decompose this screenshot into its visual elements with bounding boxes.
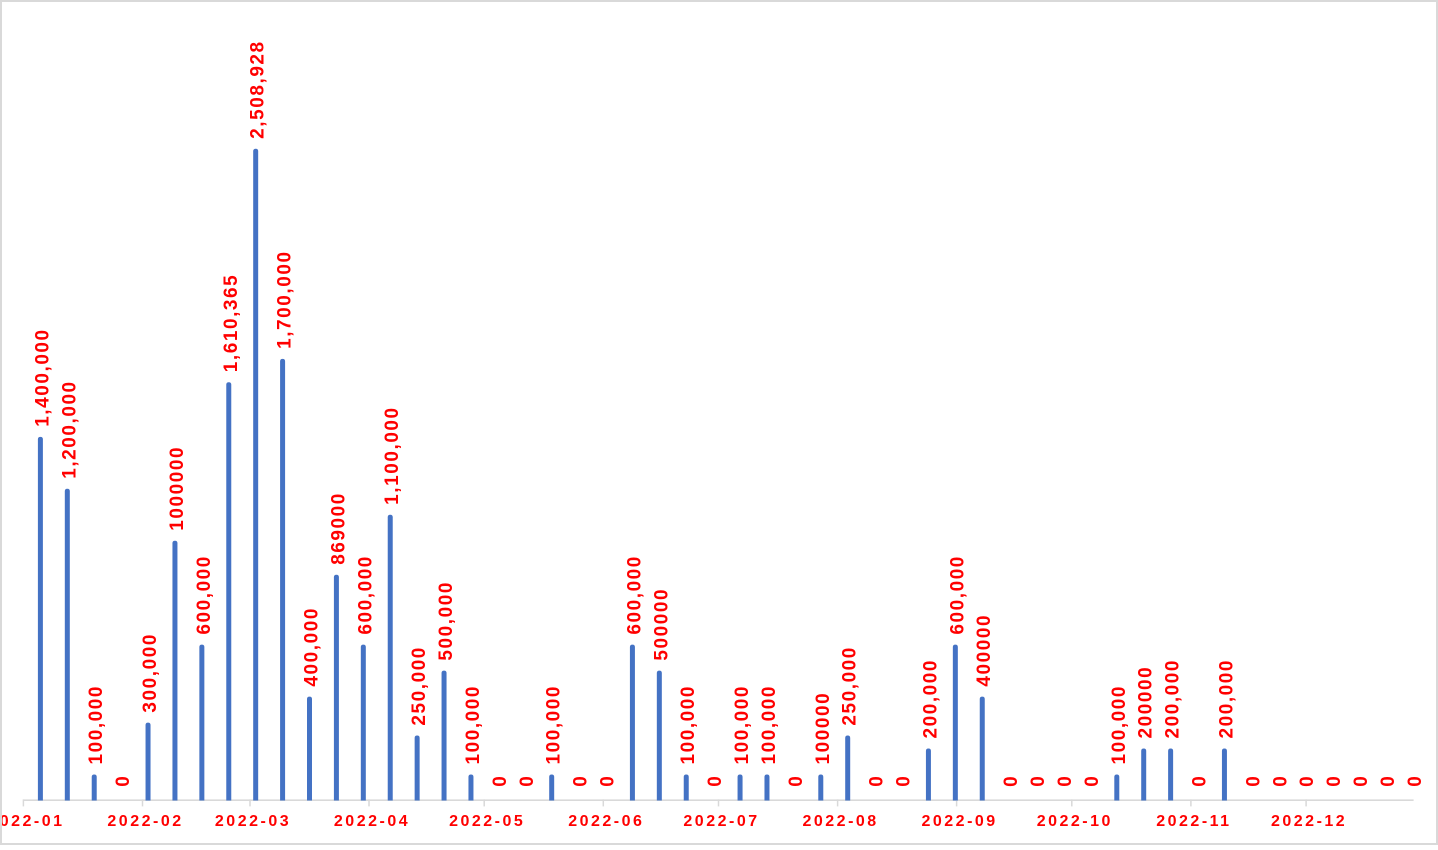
svg-text:0: 0 xyxy=(571,775,592,787)
svg-text:100,000: 100,000 xyxy=(86,685,107,765)
svg-text:1,610,365: 1,610,365 xyxy=(221,274,242,372)
svg-text:2022-04: 2022-04 xyxy=(334,813,410,830)
svg-text:2022-10: 2022-10 xyxy=(1037,813,1113,830)
svg-text:2022-08: 2022-08 xyxy=(802,813,878,830)
svg-text:0: 0 xyxy=(867,775,888,787)
svg-text:0: 0 xyxy=(1190,775,1211,787)
svg-text:0: 0 xyxy=(113,775,134,787)
svg-text:0: 0 xyxy=(1270,775,1291,787)
svg-text:600,000: 600,000 xyxy=(355,555,376,635)
svg-text:0: 0 xyxy=(1378,775,1399,787)
svg-text:2,508,928: 2,508,928 xyxy=(248,40,269,138)
svg-text:0: 0 xyxy=(517,775,538,787)
svg-text:1,200,000: 1,200,000 xyxy=(59,380,80,478)
svg-text:1,400,000: 1,400,000 xyxy=(32,328,53,426)
svg-text:0: 0 xyxy=(1028,775,1049,787)
svg-text:100,000: 100,000 xyxy=(1109,685,1130,765)
svg-text:400000: 400000 xyxy=(974,614,995,687)
svg-text:2022-09: 2022-09 xyxy=(921,813,997,830)
svg-text:1000000: 1000000 xyxy=(167,446,188,531)
svg-text:100,000: 100,000 xyxy=(732,685,753,765)
svg-text:0: 0 xyxy=(1082,775,1103,787)
svg-text:1,700,000: 1,700,000 xyxy=(275,250,296,348)
svg-text:0: 0 xyxy=(1324,775,1345,787)
svg-text:0: 0 xyxy=(786,775,807,787)
svg-text:400,000: 400,000 xyxy=(302,607,323,687)
svg-text:0: 0 xyxy=(1297,775,1318,787)
svg-text:300,000: 300,000 xyxy=(140,633,161,713)
svg-text:2022-12: 2022-12 xyxy=(1271,813,1347,830)
svg-text:100,000: 100,000 xyxy=(463,685,484,765)
svg-text:100,000: 100,000 xyxy=(678,685,699,765)
svg-text:0: 0 xyxy=(1001,775,1022,787)
svg-text:250,000: 250,000 xyxy=(840,646,861,726)
svg-text:200000: 200000 xyxy=(1136,666,1157,739)
svg-text:0: 0 xyxy=(598,775,619,787)
svg-text:250,000: 250,000 xyxy=(409,646,430,726)
svg-text:0: 0 xyxy=(1351,775,1372,787)
svg-text:0: 0 xyxy=(1405,775,1426,787)
svg-text:0: 0 xyxy=(490,775,511,787)
svg-text:2022-11: 2022-11 xyxy=(1156,813,1231,830)
svg-text:500000: 500000 xyxy=(651,588,672,661)
svg-text:100000: 100000 xyxy=(813,692,834,765)
svg-text:100,000: 100,000 xyxy=(544,685,565,765)
svg-text:2022-07: 2022-07 xyxy=(683,813,759,830)
svg-text:200,000: 200,000 xyxy=(920,659,941,739)
svg-text:0: 0 xyxy=(1243,775,1264,787)
svg-text:600,000: 600,000 xyxy=(624,555,645,635)
svg-text:600,000: 600,000 xyxy=(947,555,968,635)
svg-text:869000: 869000 xyxy=(328,492,349,565)
svg-text:1,100,000: 1,100,000 xyxy=(382,406,403,504)
svg-text:2022-02: 2022-02 xyxy=(107,813,183,830)
svg-text:500,000: 500,000 xyxy=(436,581,457,661)
svg-text:0: 0 xyxy=(1055,775,1076,787)
svg-text:200,000: 200,000 xyxy=(1163,659,1184,739)
svg-text:600,000: 600,000 xyxy=(194,555,215,635)
svg-text:200,000: 200,000 xyxy=(1216,659,1237,739)
svg-text:2022-03: 2022-03 xyxy=(215,813,291,830)
svg-text:2022-05: 2022-05 xyxy=(449,813,525,830)
svg-text:100,000: 100,000 xyxy=(759,685,780,765)
svg-text:0: 0 xyxy=(894,775,915,787)
svg-text:0: 0 xyxy=(705,775,726,787)
svg-text:2022-06: 2022-06 xyxy=(568,813,644,830)
svg-text:2022-01: 2022-01 xyxy=(0,813,65,830)
